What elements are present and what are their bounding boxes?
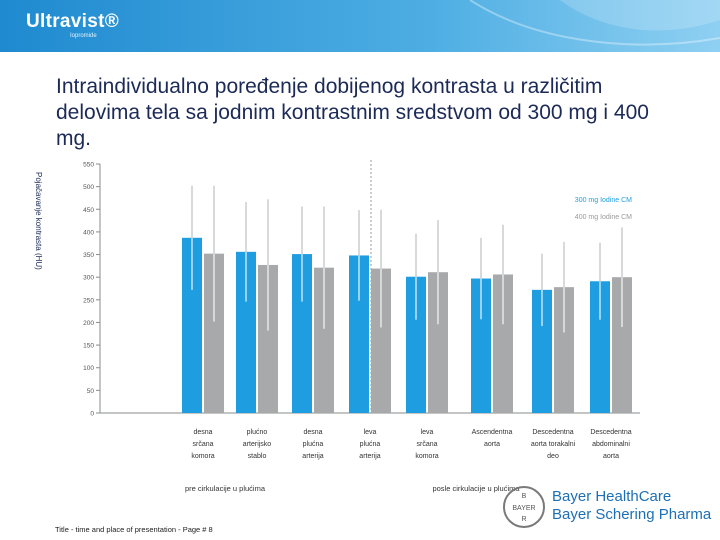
bar <box>428 272 448 413</box>
x-category-label: aorta torakalni <box>531 441 576 448</box>
bar <box>371 268 391 413</box>
x-category-label: komora <box>415 453 438 460</box>
bar <box>471 278 491 413</box>
x-category-label: Ascendentna <box>472 429 513 436</box>
bar <box>204 253 224 413</box>
y-tick-label: 500 <box>83 184 94 191</box>
x-category-label: plućno <box>247 429 268 436</box>
page-title: Intraindividualno poređenje dobijenog ko… <box>56 75 649 150</box>
y-tick-label: 450 <box>83 207 94 214</box>
y-tick-label: 350 <box>83 252 94 259</box>
legend-entry-300: 300 mg Iodine CM <box>575 197 632 204</box>
x-category-label: aorta <box>484 441 500 448</box>
x-category-label: stablo <box>248 453 267 460</box>
svg-text:R: R <box>521 516 526 523</box>
header-banner: Ultravist® Iopromide <box>0 0 720 52</box>
y-tick-label: 100 <box>83 365 94 372</box>
y-tick-label: 550 <box>83 162 94 169</box>
brand-subtitle: Iopromide <box>70 33 97 39</box>
bayer-cross-logo: B BAYER R <box>503 486 545 528</box>
legend-entry-400: 400 mg Iodine CM <box>575 214 632 221</box>
x-category-label: arterija <box>302 453 324 460</box>
x-category-label: komora <box>191 453 214 460</box>
y-tick-label: 50 <box>87 388 95 395</box>
bar <box>349 255 369 413</box>
y-tick-label: 150 <box>83 343 94 350</box>
footer-text: Title - time and place of presentation -… <box>55 525 213 534</box>
bar <box>182 237 202 413</box>
bar <box>554 287 574 413</box>
group-label: pre cirkulacije u plućima <box>185 484 266 493</box>
x-category-label: plućna <box>303 441 324 448</box>
svg-text:BAYER: BAYER <box>512 505 535 512</box>
bar <box>406 276 426 413</box>
y-tick-label: 200 <box>83 320 94 327</box>
x-category-label: srčana <box>416 441 437 448</box>
x-category-label: leva <box>364 429 377 436</box>
x-category-label: Descedentna <box>532 429 573 436</box>
svg-text:B: B <box>522 493 527 500</box>
company-name-healthcare: Bayer HealthCare <box>552 488 672 505</box>
bar <box>590 281 610 413</box>
x-category-label: arterija <box>359 453 381 460</box>
y-tick-label: 400 <box>83 229 94 236</box>
y-axis-label: Pojačavanje kontrasta (HU) <box>34 172 43 270</box>
x-category-label: desna <box>193 429 212 436</box>
x-category-label: deo <box>547 453 559 460</box>
bar <box>236 251 256 413</box>
bar <box>314 267 334 413</box>
x-category-label: desna <box>303 429 322 436</box>
brand-logo-text: Ultravist® <box>26 11 120 32</box>
banner-waves <box>469 0 720 46</box>
x-category-label: abdominalni <box>592 441 630 448</box>
bar <box>532 289 552 413</box>
company-name-schering: Bayer Schering Pharma <box>552 506 712 523</box>
bar <box>612 277 632 413</box>
x-category-label: leva <box>421 429 434 436</box>
y-tick-label: 300 <box>83 275 94 282</box>
x-category-label: plućna <box>360 441 381 448</box>
x-category-label: aorta <box>603 453 619 460</box>
x-category-label: arterijsko <box>243 441 272 448</box>
bar <box>493 274 513 413</box>
group-label: posle cirkulacije u plućima <box>432 484 520 493</box>
x-category-label: srčana <box>192 441 213 448</box>
bar <box>258 264 278 413</box>
x-category-label: Descedentna <box>590 429 631 436</box>
bar <box>292 254 312 413</box>
y-tick-label: 250 <box>83 297 94 304</box>
y-tick-label: 0 <box>90 411 94 418</box>
